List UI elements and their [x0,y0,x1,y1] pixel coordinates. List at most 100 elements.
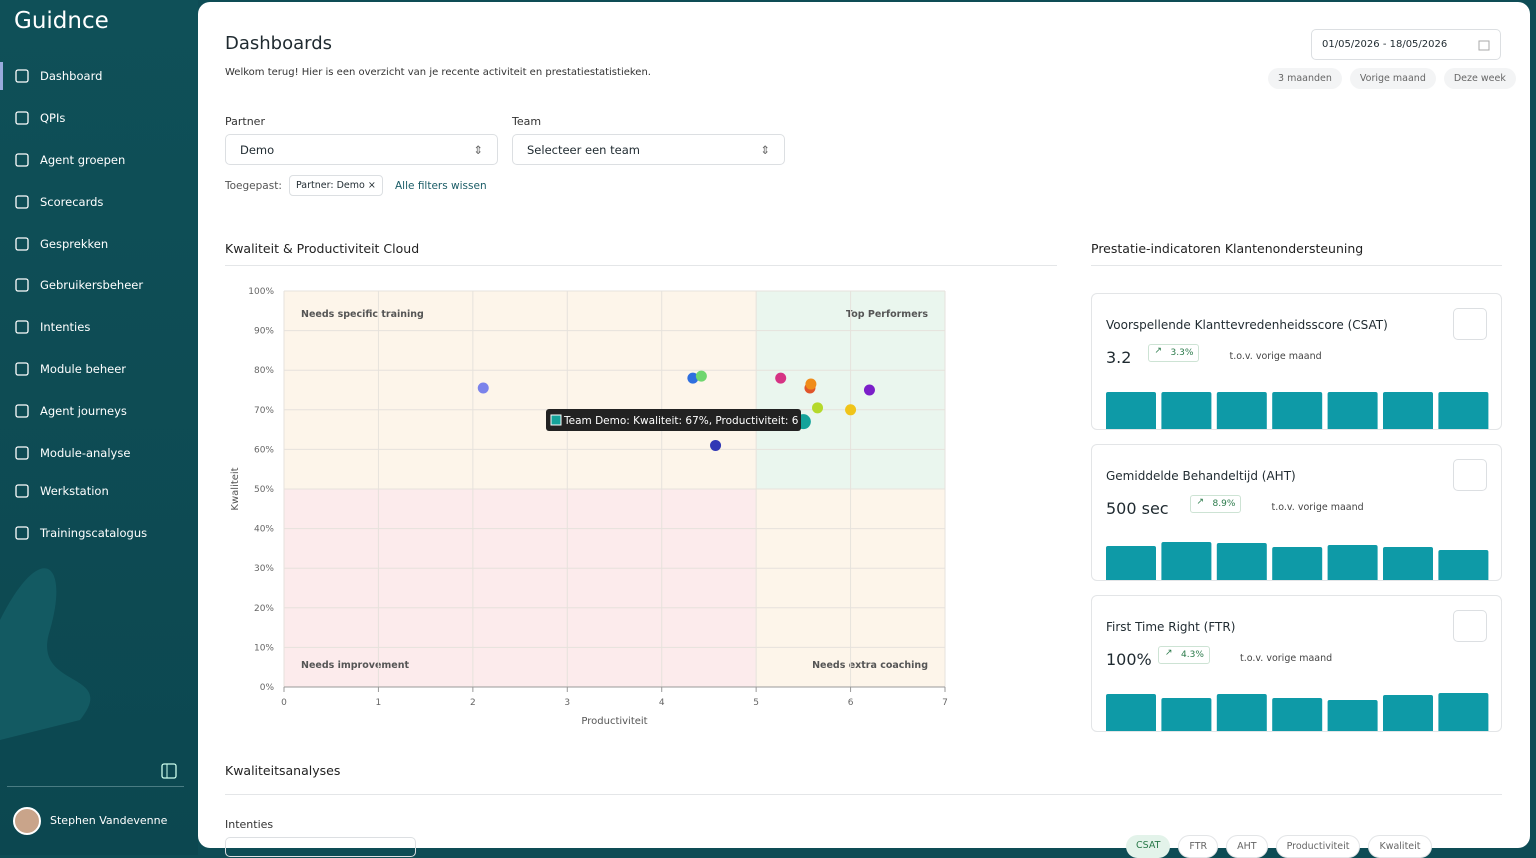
collapse-icon[interactable] [161,763,177,779]
trend-icon: ↗ [1196,497,1205,507]
y-axis-label: Kwaliteit [230,467,241,510]
y-tick-label: 20% [254,604,274,614]
divider [7,786,184,787]
team-placeholder: Selecteer een team [527,142,640,157]
data-point [687,372,699,384]
spark-bar [1272,392,1323,429]
data-point [805,378,817,390]
kpi-change-text: 4.3% [1181,650,1204,660]
kpi-comparison: t.o.v. vorige maand [1240,653,1333,664]
nav-item[interactable]: QPIs [14,110,65,126]
spark-bar [1438,693,1489,731]
kpi-title: Prestatie-indicatoren Klantenondersteuni… [1091,241,1364,256]
sidebar: Guidnce Dashboard QPIs Agent groepen Scorec… [0,0,198,855]
y-tick-label: 50% [254,485,274,495]
clear-filters[interactable]: Alle filters wissen [395,180,487,192]
nav-label: Gesprekken [40,237,109,251]
x-tick-label: 5 [753,698,759,708]
nav-label: Trainingscatalogus [40,526,148,540]
spark-bar [1327,392,1378,429]
data-point [863,384,875,396]
nav-item[interactable]: Agent groepen [14,152,125,168]
x-tick-label: 3 [564,698,570,708]
logo: Guidnce [14,8,109,34]
nav-item[interactable]: Scorecards [14,194,103,210]
partner-label: Partner [225,115,265,128]
quadrant-label: Needs improvement [301,660,410,671]
spark-bar [1327,545,1378,580]
kpi-title: Voorspellende Klanttevredenheidsscore (C… [1106,318,1388,332]
nav-item[interactable]: Intenties [14,319,90,335]
sparkbars [1106,392,1489,429]
applied-label: Toegepast: [225,180,282,192]
kpi-comparison: t.o.v. vorige maand [1229,351,1322,362]
data-point [845,404,857,416]
partner-select[interactable]: Demo ⇕ [225,134,498,165]
range-pill[interactable]: Vorige maand [1349,68,1436,89]
user-name[interactable]: Stephen Vandevenne [50,814,168,827]
nav-item[interactable]: Agent journeys [14,403,127,419]
nav-item[interactable]: Dashboard [14,68,102,84]
kpi-title: First Time Right (FTR) [1106,620,1236,634]
intenties-select[interactable] [225,837,416,857]
kpi-icon[interactable] [1453,308,1487,340]
kpi-change-text: 3.3% [1170,348,1194,358]
y-tick-label: 30% [254,564,274,574]
nav-label: QPIs [40,111,66,125]
chart-title: Kwaliteit & Productiviteit Cloud [225,241,420,256]
kpi-icon[interactable] [1453,459,1487,491]
spark-bar [1272,547,1323,580]
data-point [477,382,489,394]
kpi-change: ↗ 4.3% [1158,646,1210,664]
y-tick-label: 60% [254,445,274,455]
nav-item[interactable]: Module beheer [14,361,126,377]
spark-bar [1106,546,1156,580]
nav-item[interactable]: Gesprekken [14,236,108,252]
quadrant-label: Top Performers [846,309,928,320]
nav-label: Intenties [40,320,91,334]
kpi-change: ↗ 8.9% [1189,495,1242,513]
kpi-change: ↗ 3.3% [1147,344,1200,362]
filter-chip[interactable]: Partner: Demo × [289,175,383,196]
spark-bar [1383,392,1433,429]
range-pill[interactable]: 3 maanden [1268,68,1342,89]
subtitle: Welkom terug! Hier is een overzicht van … [225,67,651,78]
y-tick-label: 10% [254,643,274,653]
spark-bar [1216,392,1267,429]
kpi-value: 100% [1106,650,1152,669]
nav-item[interactable]: Module-analyse [14,445,130,461]
calendar-icon [1478,40,1490,50]
y-tick-label: 80% [254,366,274,376]
y-tick-label: 90% [254,327,274,337]
team-select[interactable]: Selecteer een team ⇕ [512,134,785,165]
intenties-label: Intenties [225,818,274,831]
kpi-card: First Time Right (FTR) 100% ↗ 4.3% t.o.v. vo… [1091,595,1502,732]
nav-item[interactable]: Trainingscatalogus [14,525,147,541]
range-pill[interactable]: Deze week [1443,68,1516,89]
quadrant-label: Needs extra coaching [812,660,928,671]
nav-icon [15,195,29,209]
x-axis-label: Productiviteit [581,716,647,727]
trend-icon: ↗ [1165,648,1173,658]
spark-bar [1161,542,1212,580]
nav-label: Gebruikersbeheer [40,278,144,292]
x-tick-label: 4 [659,698,665,708]
kpi-value: 500 sec [1106,499,1169,518]
chip-text: Partner: Demo [296,180,365,191]
nav-item[interactable]: Gebruikersbeheer [14,277,143,293]
kpi-value: 3.2 [1106,348,1132,367]
spark-bar [1106,392,1156,429]
quadrant-label: Needs specific training [301,309,424,320]
y-tick-label: 70% [254,406,274,416]
y-tick-label: 40% [254,525,274,535]
decor [0,568,91,740]
tab[interactable]: CSAT [1126,835,1171,858]
x-tick-label: 0 [281,698,287,708]
nav-item[interactable]: Werkstation [14,483,109,499]
spark-bar [1383,695,1433,731]
avatar[interactable] [13,807,41,835]
kpi-icon[interactable] [1453,610,1487,642]
date-picker[interactable]: 01/05/2026 - 18/05/2026 [1311,29,1501,60]
chevron: ⇕ [473,142,483,157]
